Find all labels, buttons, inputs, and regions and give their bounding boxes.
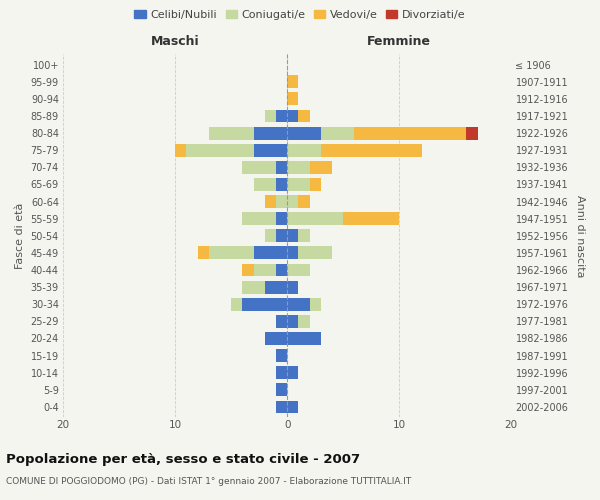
Bar [321,126,355,140]
Bar [265,280,287,293]
Legend: Celibi/Nubili, Coniugati/e, Vedovi/e, Divorziati/e: Celibi/Nubili, Coniugati/e, Vedovi/e, Di… [130,6,470,25]
Bar [276,400,287,413]
Text: COMUNE DI POGGIODOMO (PG) - Dati ISTAT 1° gennaio 2007 - Elaborazione TUTTITALIA: COMUNE DI POGGIODOMO (PG) - Dati ISTAT 1… [6,478,411,486]
Bar [209,126,254,140]
Bar [343,212,399,225]
Bar [287,110,298,122]
Bar [276,315,287,328]
Text: Popolazione per età, sesso e stato civile - 2007: Popolazione per età, sesso e stato civil… [6,452,360,466]
Text: Femmine: Femmine [367,36,431,49]
Bar [287,298,310,310]
Bar [287,246,298,260]
Bar [287,230,298,242]
Bar [254,144,287,156]
Bar [298,110,310,122]
Bar [265,230,276,242]
Bar [175,144,187,156]
Bar [276,178,287,191]
Bar [287,76,298,88]
Bar [287,332,321,345]
Bar [310,161,332,173]
Bar [287,161,310,173]
Bar [321,144,422,156]
Bar [298,246,332,260]
Bar [276,212,287,225]
Bar [287,144,321,156]
Bar [187,144,254,156]
Bar [231,298,242,310]
Bar [287,280,298,293]
Bar [287,92,298,106]
Bar [276,366,287,379]
Bar [242,280,265,293]
Bar [287,126,321,140]
Bar [355,126,466,140]
Bar [287,264,310,276]
Bar [287,366,298,379]
Bar [276,230,287,242]
Bar [287,178,310,191]
Bar [242,212,276,225]
Bar [276,349,287,362]
Bar [265,195,276,208]
Bar [466,126,478,140]
Y-axis label: Fasce di età: Fasce di età [15,202,25,269]
Bar [298,315,310,328]
Bar [287,400,298,413]
Y-axis label: Anni di nascita: Anni di nascita [575,194,585,277]
Bar [287,195,298,208]
Bar [265,110,276,122]
Bar [298,230,310,242]
Bar [242,298,287,310]
Bar [197,246,209,260]
Bar [242,264,254,276]
Bar [276,384,287,396]
Bar [209,246,254,260]
Text: Maschi: Maschi [151,36,199,49]
Bar [276,195,287,208]
Bar [254,264,276,276]
Bar [254,126,287,140]
Bar [276,264,287,276]
Bar [287,212,343,225]
Bar [298,195,310,208]
Bar [242,161,276,173]
Bar [254,178,276,191]
Bar [254,246,287,260]
Bar [310,178,321,191]
Bar [276,161,287,173]
Bar [287,315,298,328]
Bar [310,298,321,310]
Bar [276,110,287,122]
Bar [265,332,287,345]
